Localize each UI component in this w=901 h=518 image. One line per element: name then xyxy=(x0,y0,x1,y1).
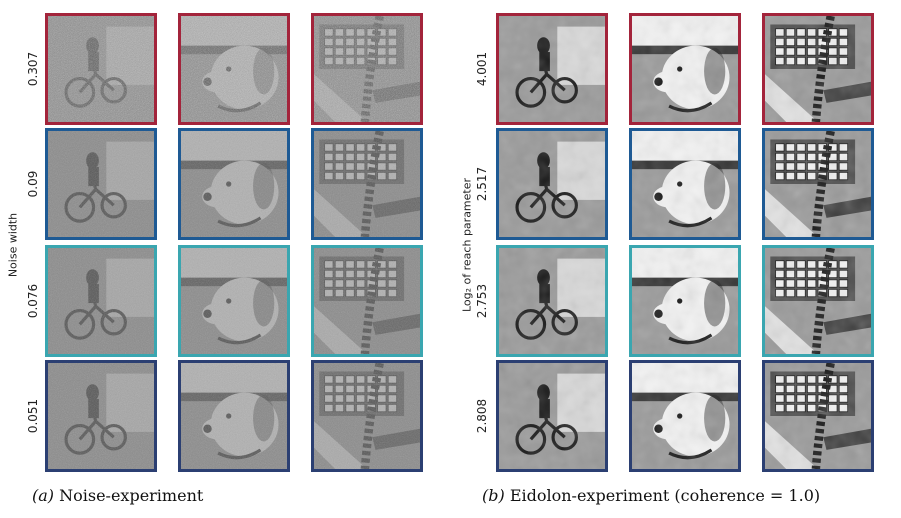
stimulus-image-keyboard xyxy=(311,245,423,357)
stimulus-image-keyboard xyxy=(311,13,423,125)
stimulus-image-keyboard xyxy=(762,13,874,125)
stimulus-image-dog xyxy=(178,360,290,472)
stimulus-image-dog xyxy=(178,13,290,125)
stimulus-image-bicycle xyxy=(496,128,608,240)
caption-b: (b) Eidolon-experiment (coherence = 1.0) xyxy=(482,486,820,505)
stimulus-image-bicycle xyxy=(496,360,608,472)
stimulus-image-dog xyxy=(629,245,741,357)
row-label-a-3: 0.051 xyxy=(26,398,40,434)
row-label-a-0: 0.307 xyxy=(26,51,40,87)
caption-a: (a) Noise-experiment xyxy=(32,486,203,505)
stimulus-image-keyboard xyxy=(311,128,423,240)
panel-noise-experiment: Noise width 0.307 0.09 xyxy=(0,0,450,518)
row-label-b-1: 2.517 xyxy=(475,166,489,202)
row-label-a-2: 0.076 xyxy=(26,283,40,319)
stimulus-image-keyboard xyxy=(762,128,874,240)
stimulus-image-bicycle xyxy=(45,128,157,240)
stimulus-image-bicycle xyxy=(496,245,608,357)
stimulus-image-bicycle xyxy=(45,360,157,472)
caption-text-a: Noise-experiment xyxy=(54,486,204,505)
caption-text-b: Eidolon-experiment (coherence = 1.0) xyxy=(504,486,821,505)
row-label-a-1: 0.09 xyxy=(26,170,40,198)
caption-tag-b: (b) xyxy=(482,486,505,505)
stimulus-image-dog xyxy=(629,13,741,125)
stimulus-image-bicycle xyxy=(45,245,157,357)
stimulus-image-keyboard xyxy=(762,245,874,357)
stimulus-image-dog xyxy=(629,360,741,472)
row-label-b-3: 2.808 xyxy=(475,398,489,434)
stimulus-image-keyboard xyxy=(762,360,874,472)
stimulus-image-bicycle xyxy=(496,13,608,125)
stimulus-image-keyboard xyxy=(311,360,423,472)
caption-tag-a: (a) xyxy=(32,486,55,505)
row-label-b-2: 2.753 xyxy=(475,283,489,319)
stimulus-image-dog xyxy=(629,128,741,240)
stimulus-image-bicycle xyxy=(45,13,157,125)
row-label-b-0: 4.001 xyxy=(475,51,489,87)
stimulus-image-dog xyxy=(178,245,290,357)
panel-eidolon-experiment: Log₂ of reach parameter 4.001 2.517 xyxy=(450,0,901,518)
stimulus-image-dog xyxy=(178,128,290,240)
axis-title-reach-parameter: Log₂ of reach parameter xyxy=(460,177,474,313)
axis-title-noise-width: Noise width xyxy=(6,212,20,278)
